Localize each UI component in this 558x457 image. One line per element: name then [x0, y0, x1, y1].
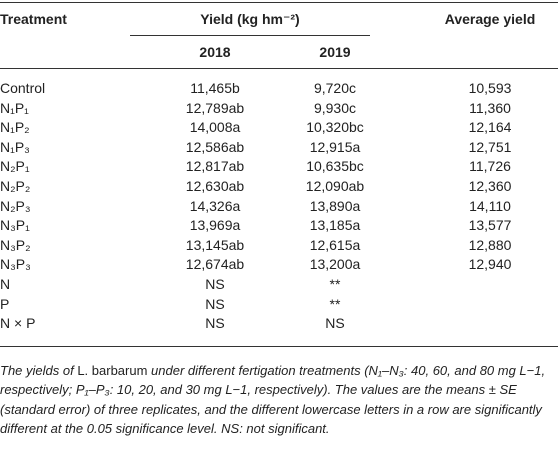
row-label: N₃P₃ — [0, 256, 31, 273]
cell: 10,320bc — [306, 119, 364, 136]
caption-text: The yields of — [0, 362, 78, 378]
table-row: N₂P₃ 14,326a 13,890a 14,110 — [0, 197, 558, 217]
cell: 14,326a — [189, 197, 241, 214]
table-row: N₁P₂ 14,008a 10,320bc 12,164 — [0, 118, 558, 138]
cell: 9,720c — [313, 80, 357, 96]
row-label: N × P — [0, 315, 36, 332]
cell: 12,630ab — [185, 177, 245, 194]
cell: 12,915a — [309, 138, 361, 155]
row-label: P — [0, 295, 10, 312]
cell: 12,615a — [309, 236, 361, 253]
table-row: N × P NS NS — [0, 314, 558, 346]
table-row: N₂P₁ 12,817ab 10,635bc 11,726 — [0, 157, 558, 177]
cell: 14,008a — [189, 119, 241, 136]
cell: 12,586ab — [185, 138, 245, 155]
table-row: N₃P₃ 12,674ab 13,200a 12,940 — [0, 255, 558, 275]
header-year: 2018 — [130, 35, 300, 69]
row-label: N₂P₃ — [0, 197, 31, 214]
yield-table: Treatment Yield (kg hm⁻²) Average yield … — [0, 2, 558, 347]
cell: 10,635bc — [306, 158, 364, 175]
cell: NS — [205, 295, 225, 312]
cell: 13,145ab — [185, 236, 245, 253]
cell: 14,110 — [469, 197, 511, 214]
row-label: N₁P₂ — [0, 119, 30, 136]
cell: ** — [329, 275, 341, 292]
header-year: 2019 — [300, 35, 370, 69]
caption-species: L. barbarum — [77, 362, 148, 378]
header-treatment: Treatment — [0, 11, 67, 28]
cell: 13,890a — [309, 197, 361, 214]
row-label: Control — [0, 80, 46, 96]
table-row: N₂P₂ 12,630ab 12,090ab 12,360 — [0, 177, 558, 197]
cell: NS — [325, 315, 345, 332]
caption: The yields of L. barbarum under differen… — [0, 361, 556, 439]
cell: 12,880 — [468, 236, 512, 253]
cell — [370, 314, 558, 346]
table-row: N₃P₁ 13,969a 13,185a 13,577 — [0, 216, 558, 236]
cell: 13,577 — [468, 217, 512, 234]
cell: NS — [205, 275, 225, 292]
header-yield: Yield (kg hm⁻²) — [130, 2, 370, 36]
cell — [370, 295, 558, 315]
table-row: P NS ** — [0, 295, 558, 315]
cell: 13,200a — [309, 256, 361, 273]
cell: 9,930c — [313, 99, 357, 116]
cell: 10,593 — [468, 80, 512, 96]
cell: 12,360 — [468, 177, 512, 194]
row-label: N₂P₁ — [0, 158, 30, 175]
cell: 12,817ab — [185, 158, 245, 175]
cell: 12,164 — [468, 119, 512, 136]
row-label: N₁P₁ — [0, 99, 29, 116]
table-row: N NS ** — [0, 275, 558, 295]
cell: NS — [205, 315, 225, 332]
cell: 11,726 — [469, 158, 511, 175]
row-label: N₁P₃ — [0, 138, 30, 155]
row-label: N — [0, 275, 11, 292]
cell: 11,465b — [190, 80, 240, 96]
table-row: N₁P₁ 12,789ab 9,930c 11,360 — [0, 99, 558, 119]
cell: 12,674ab — [185, 256, 245, 273]
cell: 12,940 — [468, 256, 512, 273]
cell: 13,185a — [309, 217, 361, 234]
cell — [370, 275, 558, 295]
cell: ** — [329, 295, 341, 312]
row-label: N₂P₂ — [0, 177, 31, 194]
caption-text: under different fertigation treatments (… — [0, 362, 546, 437]
row-label: N₃P₁ — [0, 217, 30, 234]
row-label: N₃P₂ — [0, 236, 31, 253]
header-average: Average yield — [444, 11, 536, 28]
cell: 12,090ab — [305, 177, 365, 194]
cell: 12,789ab — [185, 99, 245, 116]
table-row: N₁P₃ 12,586ab 12,915a 12,751 — [0, 138, 558, 158]
cell: 13,969a — [189, 217, 241, 234]
table-row: Control 11,465b 9,720c 10,593 — [0, 69, 558, 99]
cell: 12,751 — [468, 138, 512, 155]
cell: 11,360 — [469, 99, 511, 116]
table-row: N₃P₂ 13,145ab 12,615a 12,880 — [0, 236, 558, 256]
